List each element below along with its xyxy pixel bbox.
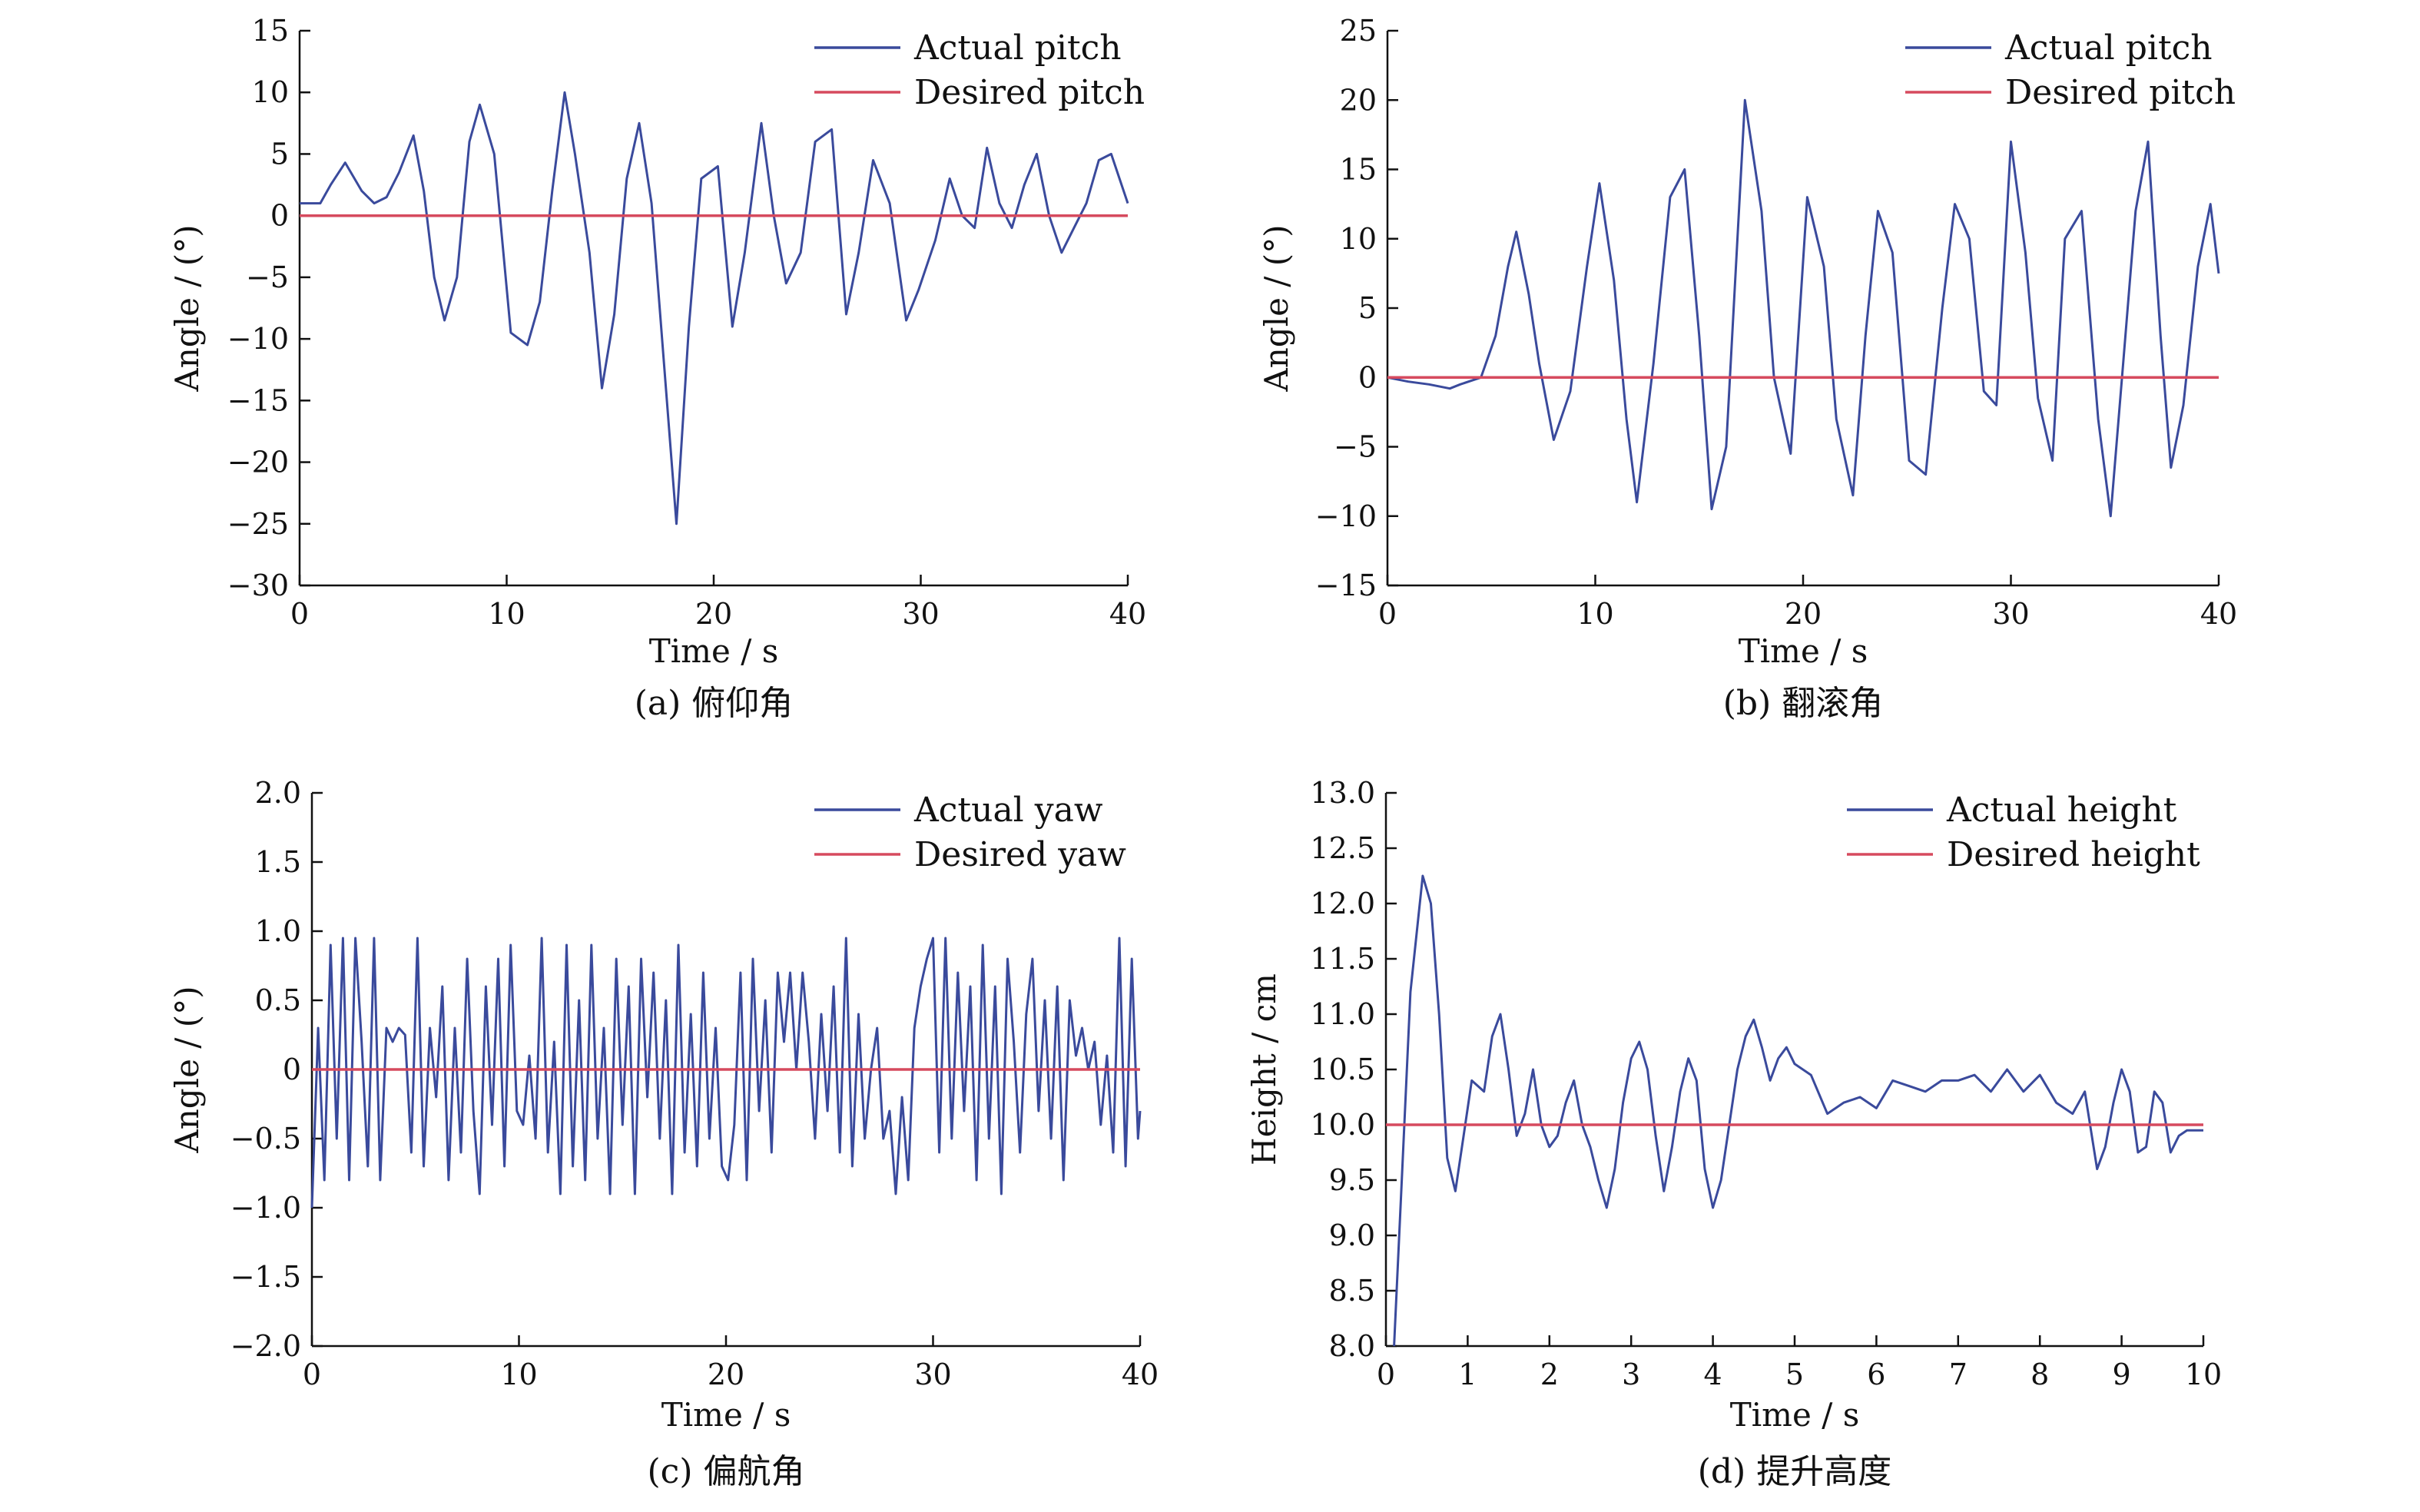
- y-tick-label: 8.0: [1329, 1329, 1375, 1363]
- y-tick-label: 2.0: [255, 776, 301, 810]
- x-tick-label: 20: [708, 1358, 744, 1391]
- x-tick-label: 8: [2030, 1358, 2049, 1391]
- y-tick-label: 15: [1340, 153, 1377, 187]
- x-tick-label: 4: [1704, 1358, 1722, 1391]
- x-tick-label: 10: [500, 1358, 537, 1391]
- x-tick-label: 40: [2200, 597, 2237, 631]
- y-tick-label: 0: [1358, 360, 1377, 394]
- series-line-actual: [1387, 98, 2220, 518]
- y-tick-label: −1.0: [230, 1191, 301, 1225]
- y-axis-label: Angle / (°): [1258, 224, 1295, 392]
- y-tick-label: −15: [227, 383, 289, 417]
- legend-label: Desired pitch: [2005, 73, 2236, 112]
- y-tick-label: 10.0: [1310, 1108, 1375, 1142]
- x-tick-label: 10: [2185, 1358, 2222, 1391]
- x-tick-label: 40: [1109, 597, 1146, 631]
- y-tick-label: 10: [1340, 222, 1377, 256]
- y-tick-label: −0.5: [230, 1122, 301, 1156]
- y-tick-label: 0: [283, 1053, 301, 1086]
- legend: Actual pitch Desired pitch: [814, 28, 1145, 112]
- x-tick-label: 5: [1785, 1358, 1804, 1391]
- y-tick-label: 10: [252, 75, 289, 109]
- legend-label: Actual pitch: [913, 28, 1122, 68]
- series-line-actual: [1393, 874, 2203, 1347]
- y-axis-label: Angle / (°): [168, 986, 206, 1153]
- x-tick-label: 0: [1377, 1358, 1395, 1391]
- legend: Actual yaw Desired yaw: [814, 791, 1126, 874]
- legend-label: Actual pitch: [2004, 28, 2213, 68]
- figure-caption: (d) 提升高度: [1698, 1452, 1891, 1491]
- y-tick-label: −5: [1334, 430, 1377, 464]
- y-tick-label: 12.5: [1310, 831, 1375, 865]
- figure-caption: (c) 偏航角: [648, 1452, 805, 1491]
- y-tick-label: 13.0: [1310, 776, 1375, 810]
- x-tick-label: 0: [1378, 597, 1397, 631]
- y-tick-label: 9.5: [1329, 1163, 1375, 1197]
- y-tick-label: 1.5: [255, 845, 301, 879]
- x-tick-label: 10: [1576, 597, 1613, 631]
- y-tick-label: −2.0: [230, 1329, 301, 1363]
- legend: Actual height Desired height: [1847, 791, 2200, 874]
- y-tick-label: 15: [252, 14, 289, 48]
- x-tick-label: 30: [914, 1358, 951, 1391]
- legend-label: Actual height: [1946, 791, 2177, 830]
- x-axis-label: Time / s: [661, 1396, 791, 1434]
- chart-panel-c: 2.01.51.00.50−0.5−1.0−1.5−2.00 10 20 30 40Ti…: [168, 776, 1159, 1491]
- chart-panel-d: 13.0 12.5 12.0 11.5 11.0 10.5 10.0 9.5 9.0 8.5 8.0…: [1245, 776, 2222, 1491]
- y-tick-label: −10: [1315, 499, 1377, 533]
- x-tick-label: 9: [2113, 1358, 2131, 1391]
- x-axis-label: Time / s: [1730, 1396, 1860, 1434]
- y-tick-label: 12.0: [1310, 887, 1375, 920]
- y-tick-label: −30: [227, 569, 289, 602]
- x-tick-label: 20: [1785, 597, 1822, 631]
- legend-label: Desired height: [1947, 835, 2200, 874]
- y-tick-label: −25: [227, 507, 289, 541]
- y-tick-label: −15: [1315, 569, 1377, 602]
- y-tick-label: 25: [1340, 14, 1377, 48]
- x-tick-label: 10: [488, 597, 525, 631]
- x-tick-label: 40: [1122, 1358, 1159, 1391]
- x-tick-label: 20: [695, 597, 732, 631]
- legend-label: Desired pitch: [914, 73, 1145, 112]
- legend-label: Desired yaw: [914, 835, 1126, 874]
- y-tick-label: 0: [270, 199, 289, 233]
- x-tick-label: 0: [303, 1358, 321, 1391]
- y-axis-label: Height / cm: [1245, 973, 1283, 1166]
- series-line-actual: [310, 937, 1142, 1209]
- x-axis-label: Time / s: [1739, 632, 1868, 670]
- x-tick-label: 7: [1949, 1358, 1967, 1391]
- y-tick-label: −10: [227, 322, 289, 356]
- y-tick-label: 20: [1340, 83, 1377, 117]
- y-tick-label: 5: [1358, 291, 1377, 325]
- y-tick-label: −20: [227, 446, 289, 479]
- x-tick-label: 6: [1867, 1358, 1885, 1391]
- y-tick-label: −5: [246, 260, 289, 294]
- x-tick-label: 0: [290, 597, 309, 631]
- y-tick-label: 0.5: [255, 983, 301, 1017]
- y-axis-label: Angle / (°): [168, 224, 206, 392]
- x-tick-label: 1: [1458, 1358, 1477, 1391]
- y-tick-label: 9.0: [1329, 1219, 1375, 1252]
- y-tick-label: 5: [270, 137, 289, 171]
- y-tick-label: −1.5: [230, 1260, 301, 1294]
- y-tick-label: 10.5: [1310, 1053, 1375, 1086]
- x-axis-label: Time / s: [649, 632, 779, 670]
- y-tick-label: 11.5: [1310, 942, 1375, 976]
- y-tick-label: 8.5: [1329, 1274, 1375, 1308]
- series-line-actual: [300, 91, 1129, 526]
- figure-caption: (a) 俯仰角: [635, 684, 794, 723]
- x-tick-label: 30: [902, 597, 939, 631]
- x-tick-label: 2: [1540, 1358, 1559, 1391]
- legend: Actual pitch Desired pitch: [1905, 28, 2236, 112]
- x-tick-label: 3: [1622, 1358, 1640, 1391]
- x-tick-label: 30: [1992, 597, 2029, 631]
- figure-caption: (b) 翻滚角: [1723, 684, 1883, 723]
- y-tick-label: 1.0: [255, 914, 301, 948]
- legend-label: Actual yaw: [913, 791, 1103, 830]
- y-tick-label: 11.0: [1310, 997, 1375, 1031]
